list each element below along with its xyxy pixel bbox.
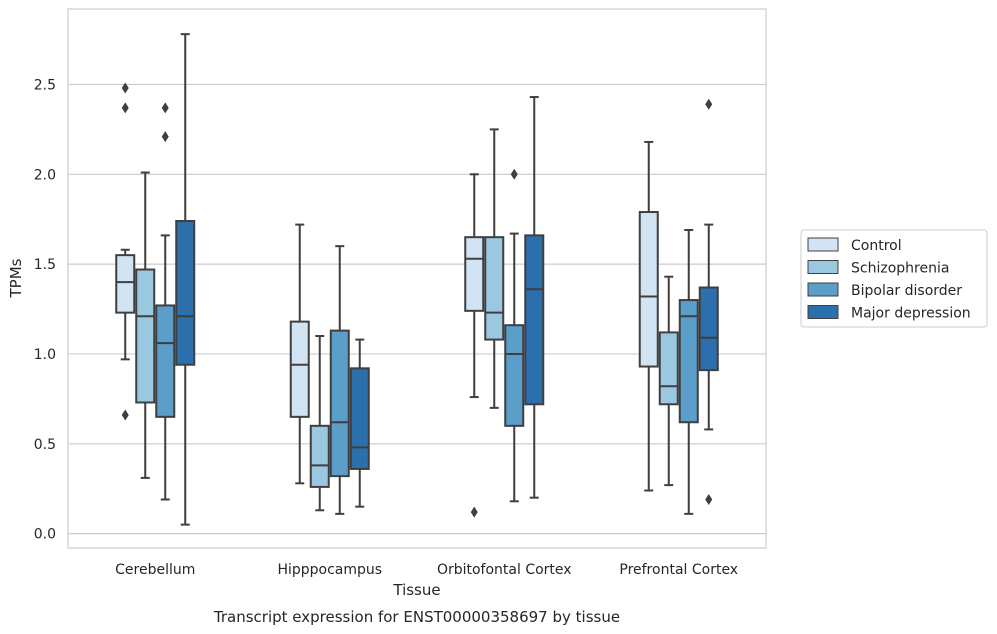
outlier-point bbox=[705, 493, 713, 505]
y-tick-label: 1.0 bbox=[34, 347, 56, 363]
legend-swatch bbox=[807, 237, 839, 252]
y-tick-label: 0.0 bbox=[34, 527, 56, 543]
outlier-point bbox=[510, 168, 518, 180]
box-body bbox=[698, 286, 719, 372]
box-2-3 bbox=[524, 96, 545, 499]
box-body bbox=[464, 236, 485, 312]
plot-frame bbox=[67, 8, 767, 549]
legend: Control Schizophrenia Bipolar disorder Majo… bbox=[800, 229, 988, 328]
y-tick-labels: 0.0 0.5 1.0 1.5 2.0 2.5 bbox=[34, 77, 56, 542]
chart-caption: Transcript expression for ENST0000035869… bbox=[213, 608, 620, 626]
x-tick-label: Prefrontal Cortex bbox=[619, 562, 738, 578]
box-1-2 bbox=[329, 245, 350, 515]
y-tick-label: 1.5 bbox=[34, 257, 56, 273]
x-tick-label: Hipppocampus bbox=[277, 562, 382, 578]
outlier-point bbox=[121, 409, 129, 421]
legend-label: Control bbox=[851, 238, 902, 254]
box-body bbox=[504, 324, 525, 427]
outlier-point bbox=[121, 102, 129, 114]
x-tick-label: Cerebellum bbox=[115, 562, 195, 578]
box-1-0 bbox=[289, 223, 310, 485]
outlier-point bbox=[161, 131, 169, 143]
outlier-point bbox=[161, 102, 169, 114]
box-3-0 bbox=[638, 140, 659, 492]
x-axis-label: Tissue bbox=[392, 581, 440, 599]
box-body bbox=[524, 234, 545, 406]
box-body bbox=[329, 329, 350, 478]
box-3-2 bbox=[678, 228, 699, 515]
box-1-3 bbox=[349, 338, 370, 508]
box-body bbox=[658, 331, 679, 406]
box-0-2 bbox=[155, 102, 176, 501]
box-body bbox=[349, 367, 370, 470]
legend-swatch bbox=[807, 282, 839, 297]
box-3-3 bbox=[698, 98, 719, 505]
boxes-layer bbox=[115, 33, 719, 526]
box-body bbox=[115, 254, 136, 314]
y-tick-label: 2.5 bbox=[34, 77, 56, 93]
outlier-point bbox=[705, 98, 713, 110]
legend-label: Schizophrenia bbox=[851, 261, 949, 277]
box-body bbox=[309, 424, 330, 488]
box-body bbox=[175, 220, 196, 366]
x-tick-label: Orbitofontal Cortex bbox=[437, 562, 572, 578]
box-body bbox=[289, 320, 310, 418]
y-tick-label: 2.0 bbox=[34, 167, 56, 183]
box-body bbox=[155, 304, 176, 418]
box-3-1 bbox=[658, 275, 679, 487]
y-axis-label: TPMs bbox=[7, 258, 25, 298]
outlier-point bbox=[121, 82, 129, 94]
x-tick-labels: Cerebellum Hipppocampus Orbitofontal Corte… bbox=[115, 562, 738, 578]
box-body bbox=[484, 236, 505, 341]
box-1-1 bbox=[309, 334, 330, 512]
outlier-point bbox=[470, 506, 478, 518]
legend-frame bbox=[800, 229, 988, 328]
box-0-3 bbox=[175, 33, 196, 526]
box-2-2 bbox=[504, 168, 525, 503]
legend-label: Major depression bbox=[851, 306, 971, 322]
box-0-0 bbox=[115, 82, 136, 421]
box-body bbox=[678, 299, 699, 424]
y-tick-label: 0.5 bbox=[34, 437, 56, 453]
legend-swatch bbox=[807, 305, 839, 319]
legend-label: Bipolar disorder bbox=[851, 283, 962, 299]
box-body bbox=[135, 268, 156, 404]
plot-background bbox=[68, 9, 766, 548]
box-0-1 bbox=[135, 171, 156, 479]
legend-swatch bbox=[807, 260, 839, 274]
box-2-0 bbox=[464, 173, 485, 518]
box-body bbox=[638, 211, 659, 368]
box-2-1 bbox=[484, 128, 505, 409]
